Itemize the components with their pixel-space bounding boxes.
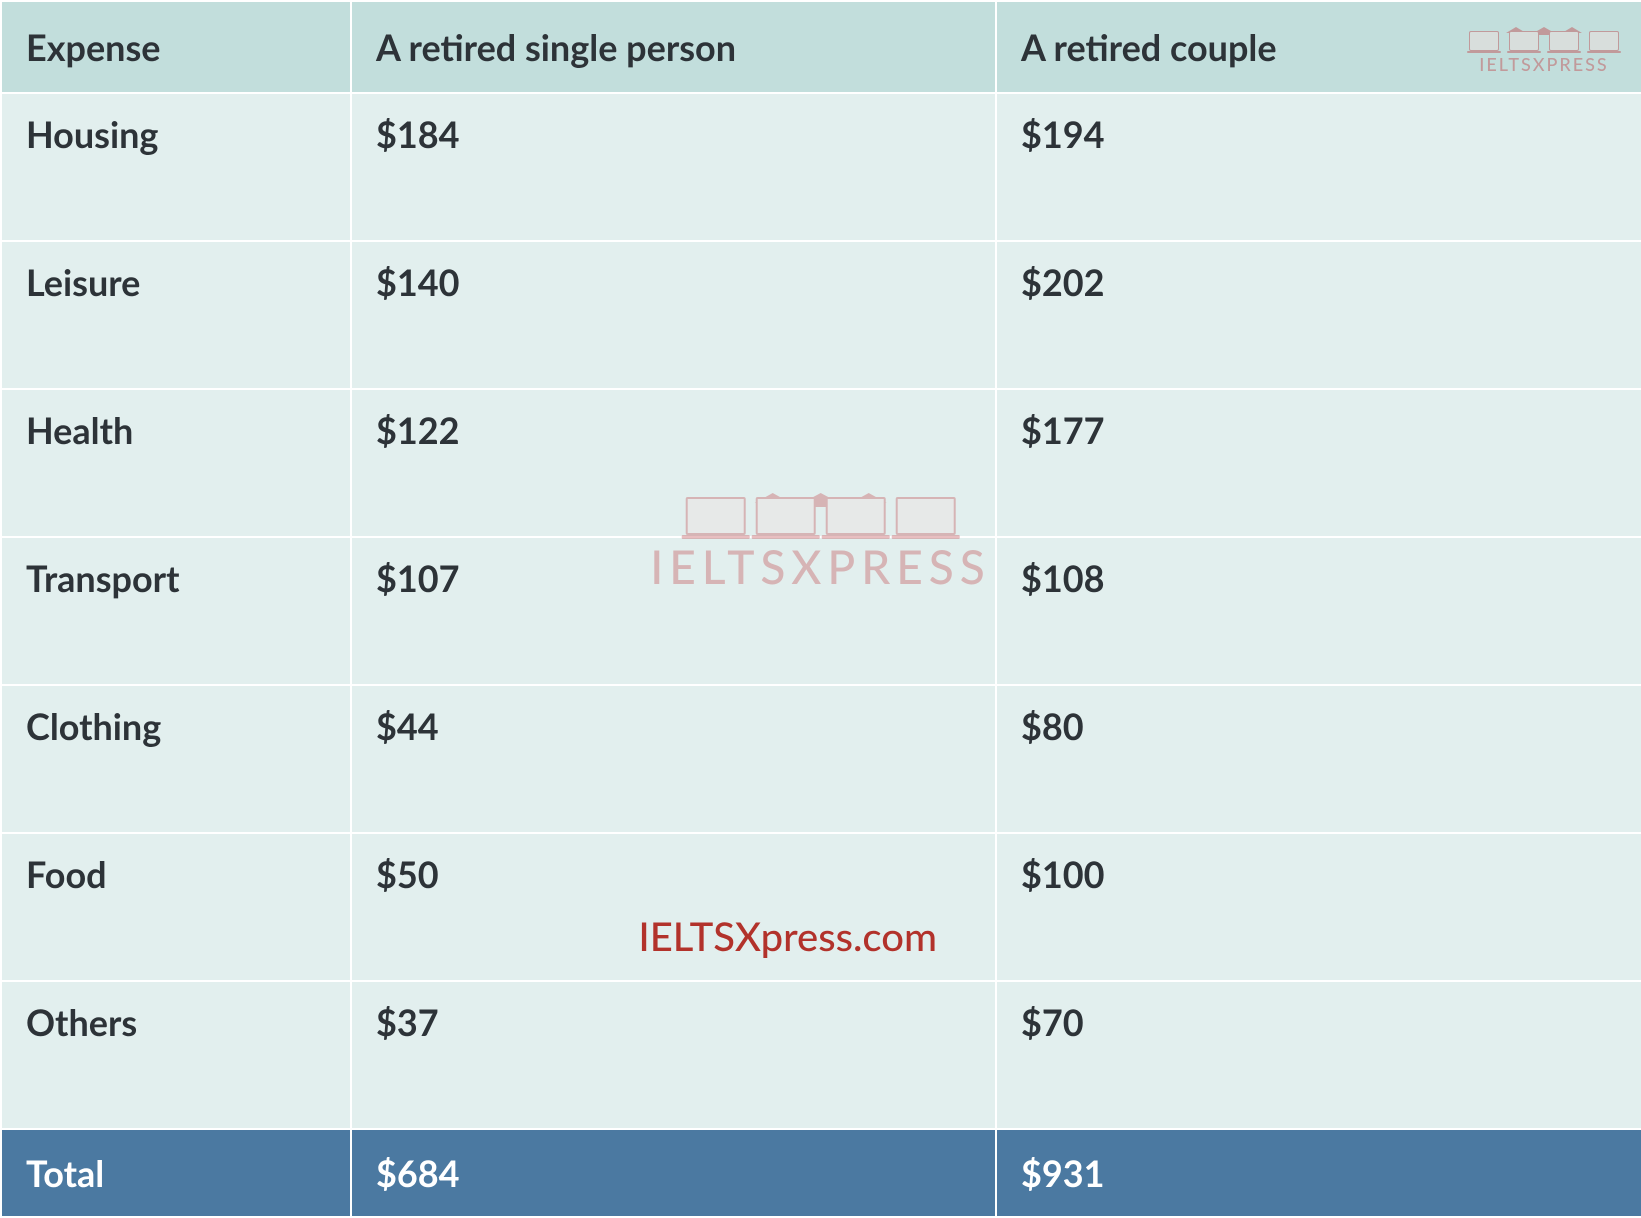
footer-label: Total	[1, 1129, 351, 1217]
cell-expense: Health	[1, 389, 351, 537]
table-row: Leisure $140 $202	[1, 241, 1641, 389]
cell-single: $37	[351, 981, 996, 1129]
cell-single: $107	[351, 537, 996, 685]
expense-table-container: Expense A retired single person A retire…	[0, 0, 1641, 1080]
cell-couple: $80	[996, 685, 1641, 833]
table-footer: Total $684 $931	[1, 1129, 1641, 1217]
cell-single: $122	[351, 389, 996, 537]
cell-expense: Housing	[1, 93, 351, 241]
expense-table: Expense A retired single person A retire…	[0, 0, 1641, 1218]
cell-single: $140	[351, 241, 996, 389]
table-body: Housing $184 $194 Leisure $140 $202 Heal…	[1, 93, 1641, 1129]
cell-couple: $100	[996, 833, 1641, 981]
cell-expense: Food	[1, 833, 351, 981]
table-row: Food $50 $100	[1, 833, 1641, 981]
table-row: Others $37 $70	[1, 981, 1641, 1129]
col-header-couple: A retired couple	[996, 1, 1641, 93]
footer-couple: $931	[996, 1129, 1641, 1217]
cell-single: $184	[351, 93, 996, 241]
col-header-expense: Expense	[1, 1, 351, 93]
table-row: Clothing $44 $80	[1, 685, 1641, 833]
table-header: Expense A retired single person A retire…	[1, 1, 1641, 93]
cell-couple: $177	[996, 389, 1641, 537]
cell-single: $50	[351, 833, 996, 981]
table-row: Housing $184 $194	[1, 93, 1641, 241]
cell-expense: Leisure	[1, 241, 351, 389]
cell-couple: $202	[996, 241, 1641, 389]
cell-couple: $70	[996, 981, 1641, 1129]
cell-expense: Transport	[1, 537, 351, 685]
cell-expense: Others	[1, 981, 351, 1129]
cell-expense: Clothing	[1, 685, 351, 833]
table-row: Transport $107 $108	[1, 537, 1641, 685]
cell-single: $44	[351, 685, 996, 833]
footer-single: $684	[351, 1129, 996, 1217]
cell-couple: $194	[996, 93, 1641, 241]
col-header-single: A retired single person	[351, 1, 996, 93]
cell-couple: $108	[996, 537, 1641, 685]
table-row: Health $122 $177	[1, 389, 1641, 537]
